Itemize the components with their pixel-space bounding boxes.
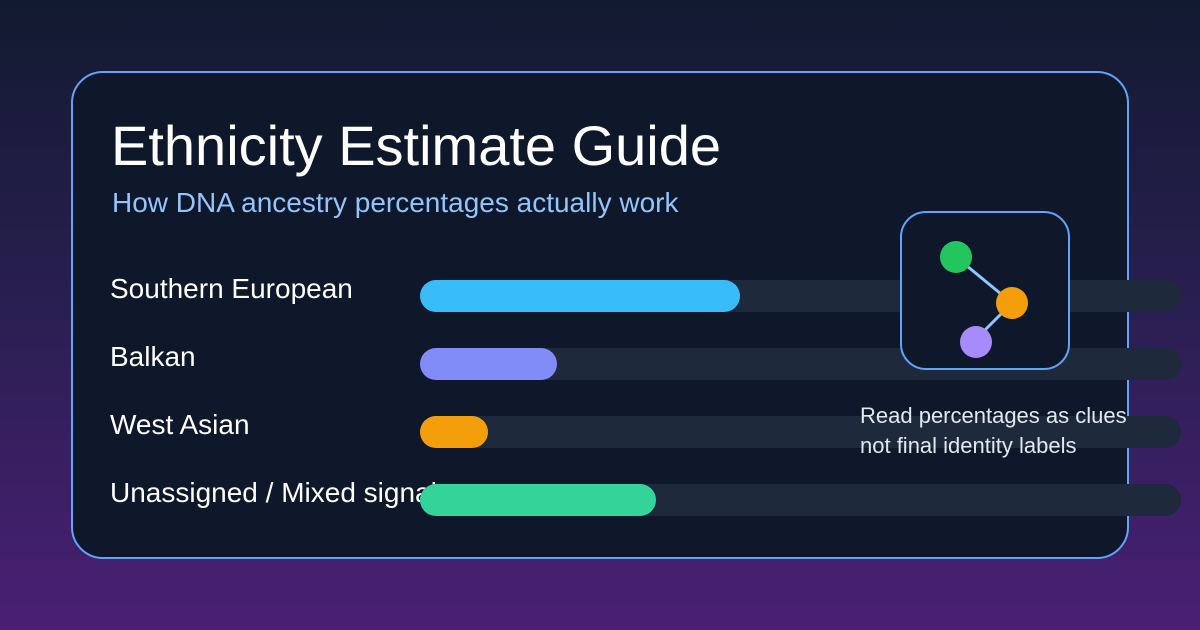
bar-fill: [420, 280, 740, 312]
tree-node-middle: [996, 287, 1028, 319]
bar-fill: [420, 416, 489, 448]
bar-fill: [420, 484, 656, 516]
ancestry-tree-icon: [900, 211, 1070, 370]
page-title: Ethnicity Estimate Guide: [111, 114, 722, 177]
bar-fill: [420, 348, 557, 380]
note-text: Read percentages as clues not final iden…: [860, 401, 1127, 461]
bar-track: [420, 416, 1181, 448]
ancestry-tree-svg: [940, 241, 1028, 358]
tree-node-bottom: [960, 326, 992, 358]
note-line-1: Read percentages as clues: [860, 403, 1127, 428]
bar-label: Southern European: [110, 273, 353, 304]
bar-track: [420, 484, 1181, 516]
bar-label: West Asian: [110, 409, 250, 440]
note-line-2: not final identity labels: [860, 433, 1077, 458]
bar-label: Balkan: [110, 341, 196, 372]
tree-node-top: [940, 241, 972, 273]
page-subtitle: How DNA ancestry percentages actually wo…: [112, 187, 679, 218]
bar-label: Unassigned / Mixed signal: [110, 477, 437, 508]
